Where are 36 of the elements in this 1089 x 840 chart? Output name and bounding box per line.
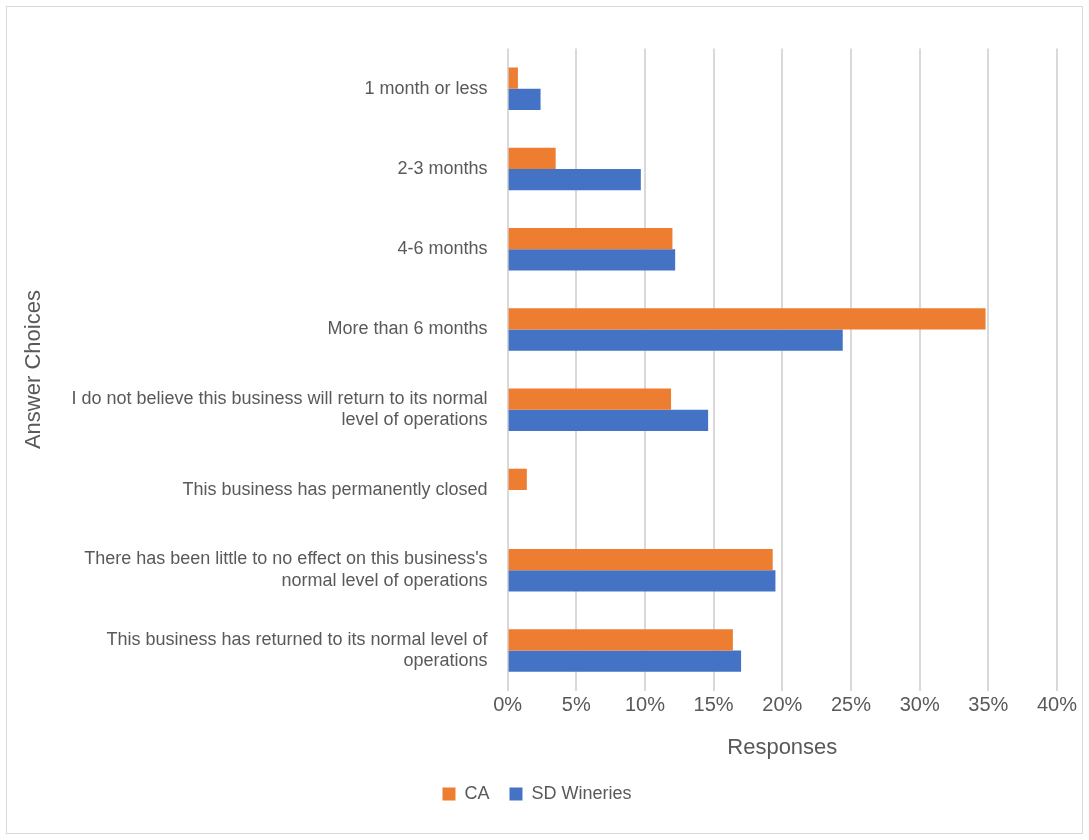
bar bbox=[508, 249, 676, 271]
bar bbox=[508, 227, 673, 250]
legend-label: SD Wineries bbox=[531, 782, 632, 803]
bar bbox=[508, 88, 541, 110]
bar bbox=[508, 388, 672, 410]
bar bbox=[508, 570, 776, 592]
bar bbox=[508, 147, 556, 169]
bar bbox=[508, 650, 742, 672]
x-tick-label: 5% bbox=[561, 693, 591, 716]
y-tick-label: This business has permanently closed bbox=[182, 478, 488, 499]
y-tick-label: More than 6 months bbox=[327, 318, 488, 339]
x-tick-label: 20% bbox=[762, 693, 803, 716]
y-tick-label: 4-6 months bbox=[397, 238, 488, 259]
y-tick-label: This business has returned to its normal level of operations bbox=[106, 628, 489, 671]
x-tick-label: 40% bbox=[1036, 693, 1078, 716]
bar bbox=[508, 409, 709, 431]
y-tick-label: I do not believe this business will return to its normal level of operations bbox=[71, 387, 488, 430]
x-tick-label: 30% bbox=[899, 693, 940, 716]
x-tick-label: 10% bbox=[624, 693, 666, 716]
bar bbox=[508, 67, 518, 89]
y-tick-label: There has been little to no effect on this business's normal level of operations bbox=[84, 548, 488, 590]
x-tick-label: 15% bbox=[693, 693, 734, 716]
y-axis-title: Answer Choices bbox=[20, 290, 46, 450]
legend-label: CA bbox=[464, 782, 490, 803]
x-tick-label: 0% bbox=[493, 693, 523, 716]
x-axis-title: Responses bbox=[727, 733, 838, 759]
y-tick-label: 1 month or less bbox=[364, 77, 488, 98]
x-tick-label: 25% bbox=[830, 693, 872, 716]
bar bbox=[508, 548, 773, 571]
bar bbox=[508, 168, 641, 191]
x-tick-label: 35% bbox=[968, 693, 1009, 716]
bar bbox=[508, 468, 527, 490]
bar bbox=[508, 329, 843, 351]
bar bbox=[508, 629, 733, 651]
y-tick-label: 2-3 months bbox=[397, 157, 488, 178]
bar bbox=[508, 308, 986, 330]
